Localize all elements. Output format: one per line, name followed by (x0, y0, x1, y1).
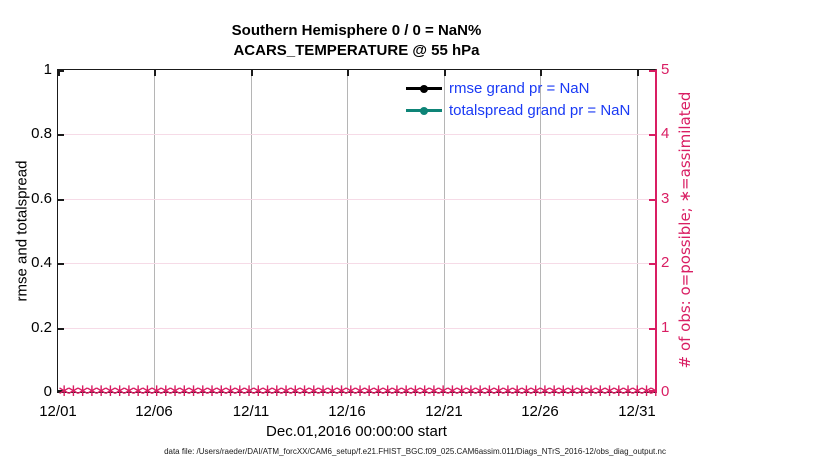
x-axis-label: Dec.01,2016 00:00:00 start (266, 423, 447, 440)
x-tick-label: 12/16 (328, 403, 366, 420)
legend-label-rmse: rmse grand pr = NaN (449, 80, 590, 97)
y-axis-tick-left (58, 328, 64, 330)
x-axis-tick (540, 70, 542, 76)
y-gridline (58, 263, 655, 264)
y-tick-label-right: 4 (661, 125, 670, 142)
y-axis-tick-right (649, 134, 655, 136)
x-axis-tick (444, 70, 446, 76)
y-axis-tick-left (58, 70, 64, 72)
x-axis-tick (251, 70, 253, 76)
x-gridline (540, 70, 541, 392)
y-gridline (58, 328, 655, 329)
y-tick-label-left: 0.2 (31, 319, 52, 336)
y-tick-label-right: 5 (661, 61, 670, 78)
x-tick-label: 12/31 (618, 403, 656, 420)
y-axis-tick-right (649, 328, 655, 330)
plot-area (57, 69, 657, 393)
x-axis-tick (58, 70, 60, 76)
x-axis-tick (347, 70, 349, 76)
x-tick-label: 12/21 (425, 403, 463, 420)
y-tick-label-left: 1 (43, 61, 52, 78)
x-gridline (637, 70, 638, 392)
legend: rmse grand pr = NaN totalspread grand pr… (406, 78, 630, 121)
x-tick-label: 12/06 (135, 403, 173, 420)
y-axis-label-left: rmse and totalspread (13, 160, 31, 302)
x-gridline (347, 70, 348, 392)
rmse-line-sample (406, 84, 442, 93)
legend-entry-rmse: rmse grand pr = NaN (406, 78, 630, 99)
y-tick-label-right: 0 (661, 383, 670, 400)
totalspread-line-sample (406, 106, 442, 115)
chart-title-line1: Southern Hemisphere 0 / 0 = NaN% (231, 22, 482, 39)
x-gridline (444, 70, 445, 392)
y-tick-label-left: 0 (43, 383, 52, 400)
chart-title-line2: ACARS_TEMPERATURE @ 55 hPa (233, 42, 480, 59)
x-gridline (251, 70, 252, 392)
x-tick-label: 12/26 (521, 403, 559, 420)
rmse-dot-marker-icon (420, 84, 428, 93)
chart-title: Southern Hemisphere 0 / 0 = NaN% ACARS_T… (57, 21, 656, 61)
x-axis-tick (154, 70, 156, 76)
y-tick-label-left: 0.4 (31, 254, 52, 271)
y-tick-label-left: 0.6 (31, 190, 52, 207)
y-axis-tick-right (649, 263, 655, 265)
x-gridline (154, 70, 155, 392)
y-gridline (58, 134, 655, 135)
y-axis-tick-right (649, 390, 655, 392)
y-axis-tick-left (58, 134, 64, 136)
y-tick-label-right: 1 (661, 319, 670, 336)
y-axis-tick-left (58, 263, 64, 265)
y-axis-tick-left (58, 199, 64, 201)
x-tick-label: 12/11 (232, 403, 270, 420)
y-tick-label-right: 3 (661, 190, 670, 207)
y-axis-tick-right (649, 199, 655, 201)
y-tick-label-right: 2 (661, 254, 670, 271)
y-axis-tick-right (649, 70, 655, 72)
x-axis-tick (637, 70, 639, 76)
data-file-path: data file: /Users/raeder/DAI/ATM_forcXX/… (164, 447, 666, 456)
legend-entry-totalspread: totalspread grand pr = NaN (406, 100, 630, 121)
obs-marker-row: ∗∗∗∗∗∗∗∗∗∗∗∗∗∗∗∗∗∗∗∗∗∗∗∗∗∗∗∗∗∗∗∗∗∗∗∗∗∗∗∗… (57, 385, 657, 399)
y-axis-tick-left (58, 390, 64, 392)
x-tick-label: 12/01 (39, 403, 77, 420)
y-tick-label-left: 0.8 (31, 125, 52, 142)
legend-label-totalspread: totalspread grand pr = NaN (449, 102, 631, 119)
totalspread-dot-marker-icon (420, 106, 428, 115)
y-gridline (58, 199, 655, 200)
